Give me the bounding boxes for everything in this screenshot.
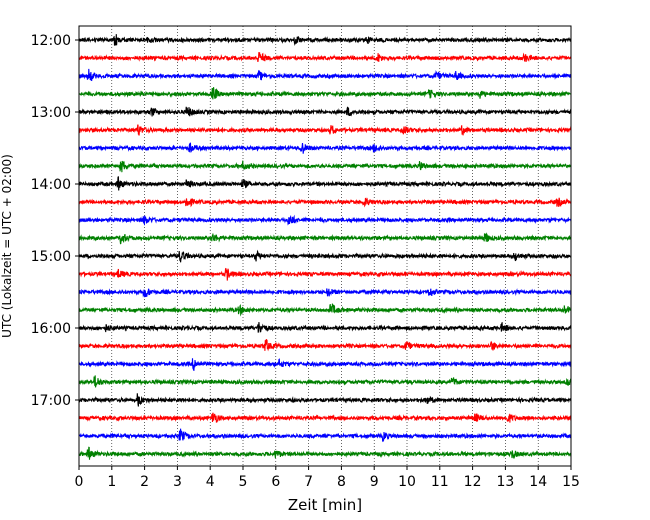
seismic-trace (78, 160, 572, 173)
x-tick-label: 12 (464, 474, 482, 490)
y-tick-label: 16:00 (31, 321, 71, 337)
x-axis: 0 1 2 3 4 5 6 7 8 9 10 11 12 13 14 15 (75, 466, 580, 490)
seismic-trace (78, 214, 572, 226)
x-tick-label: 8 (337, 474, 346, 490)
seismic-trace (78, 197, 572, 208)
seismic-trace (78, 176, 572, 191)
x-tick-label: 15 (562, 474, 580, 490)
x-tick-label: 11 (431, 474, 449, 490)
seismic-trace (78, 267, 572, 281)
seismic-trace (78, 321, 572, 333)
seismic-trace (78, 68, 572, 82)
y-axis-label: UTC (Lokalzeit = UTC + 02:00) (0, 154, 14, 338)
seismic-trace (78, 288, 572, 298)
x-tick-label: 7 (304, 474, 313, 490)
seismic-trace (78, 358, 572, 371)
x-tick-label: 14 (529, 474, 547, 490)
x-tick-label: 5 (239, 474, 248, 490)
seismic-traces (78, 34, 572, 460)
grid-lines (111, 26, 539, 466)
y-axis: 12:00 13:00 14:00 15:00 16:00 17:00 (31, 33, 79, 409)
y-tick-label: 13:00 (31, 105, 71, 121)
seismic-trace (78, 142, 572, 154)
x-tick-label: 1 (107, 474, 116, 490)
seismic-trace (78, 87, 572, 100)
seismic-trace (78, 446, 572, 460)
seismic-trace (78, 303, 572, 317)
x-tick-label: 2 (140, 474, 149, 490)
x-tick-label: 9 (370, 474, 379, 490)
plot-frame (79, 26, 571, 466)
seismic-trace (78, 106, 572, 117)
x-tick-label: 4 (206, 474, 215, 490)
y-tick-label: 17:00 (31, 393, 71, 409)
y-tick-label: 15:00 (31, 249, 71, 265)
seismic-trace (78, 249, 572, 263)
seismic-trace (78, 34, 572, 46)
x-tick-label: 13 (496, 474, 514, 490)
seismic-trace (78, 52, 572, 63)
x-tick-label: 10 (398, 474, 416, 490)
seismic-trace (78, 412, 572, 423)
seismic-trace (78, 428, 572, 443)
seismic-trace (78, 339, 572, 352)
seismic-trace (78, 393, 572, 407)
x-tick-label: 6 (271, 474, 280, 490)
y-tick-label: 12:00 (31, 33, 71, 49)
plot-border (78, 25, 572, 467)
seismic-trace (78, 124, 572, 136)
x-axis-label: Zeit [min] (288, 496, 362, 514)
x-tick-label: 0 (75, 474, 84, 490)
x-tick-label: 3 (173, 474, 182, 490)
y-tick-label: 14:00 (31, 177, 71, 193)
seismic-trace (78, 375, 572, 388)
seismic-trace (78, 232, 572, 245)
